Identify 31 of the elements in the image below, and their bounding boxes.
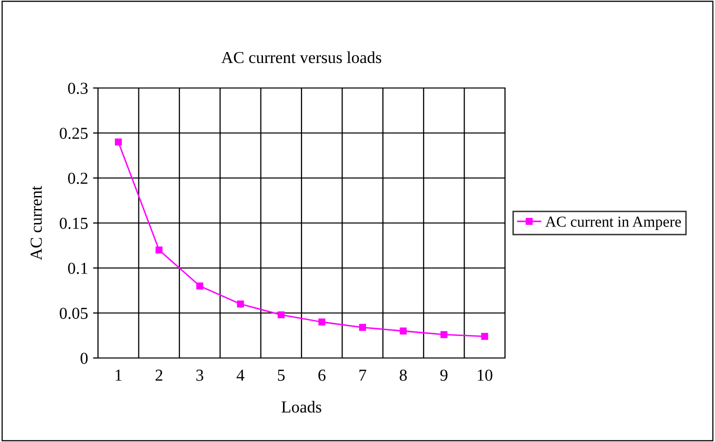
- x-axis-title: Loads: [282, 400, 322, 413]
- x-tick-label: 9: [440, 370, 448, 381]
- x-tick-label: 10: [478, 370, 492, 381]
- x-tick-label: 7: [359, 370, 366, 381]
- point: [318, 318, 326, 326]
- y-tick-label: 0.2: [68, 172, 88, 184]
- point: [156, 246, 163, 254]
- chart-title: AC current versus loads: [221, 51, 382, 64]
- x-tick-label: 8: [400, 370, 407, 381]
- x-tick-label: 6: [318, 370, 326, 381]
- point: [196, 282, 204, 290]
- x-tick-label: 2: [156, 370, 162, 381]
- point: [236, 300, 244, 308]
- y-tick-label: 0.25: [60, 128, 88, 140]
- point: [114, 138, 122, 146]
- y-tick-label: 0: [80, 352, 88, 364]
- point: [359, 324, 366, 331]
- y-tick-label: 0.05: [60, 308, 88, 320]
- point: [481, 332, 488, 340]
- x-tick-label: 4: [236, 370, 244, 381]
- y-tick-label: 0.3: [68, 82, 88, 94]
- x-tick-label: 5: [278, 370, 285, 381]
- point: [278, 311, 285, 318]
- y-tick-label: 0.1: [68, 262, 88, 274]
- x-tick-label: 3: [196, 370, 204, 381]
- x-tick-label: 1: [116, 370, 122, 381]
- point: [400, 328, 407, 334]
- legend-label: AC current in Ampere: [545, 216, 681, 230]
- point: [440, 331, 448, 338]
- y-axis-title: AC current: [30, 186, 42, 260]
- y-tick-label: 0.15: [60, 218, 88, 230]
